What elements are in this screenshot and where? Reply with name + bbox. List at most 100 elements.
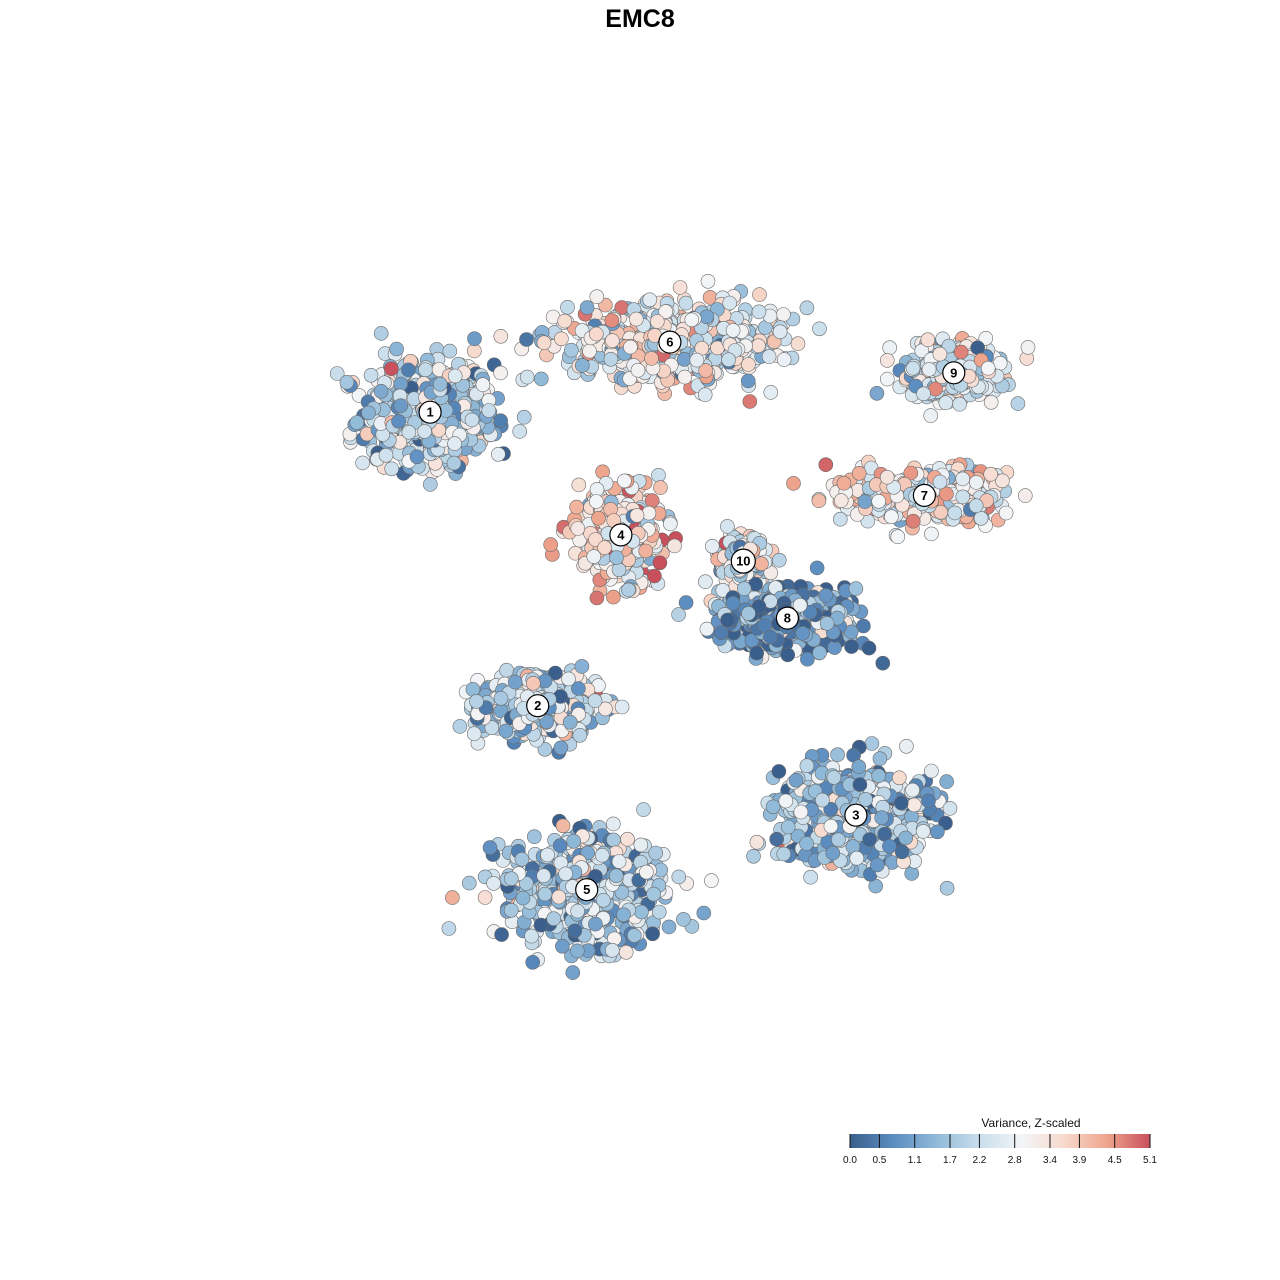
scatter-point xyxy=(475,377,491,393)
scatter-point xyxy=(653,480,668,495)
scatter-point xyxy=(651,467,666,483)
scatter-point xyxy=(571,477,587,493)
scatter-point xyxy=(355,455,370,471)
scatter-point xyxy=(812,645,827,661)
scatter-point xyxy=(579,300,595,315)
scatter-point xyxy=(540,847,555,863)
scatter-point xyxy=(557,313,573,329)
scatter-point xyxy=(697,387,713,403)
scatter-point xyxy=(678,295,694,311)
scatter-point xyxy=(525,954,541,970)
scatter-point xyxy=(809,560,825,576)
scatter-point xyxy=(848,581,864,596)
scatter-point xyxy=(856,618,871,634)
scatter-point xyxy=(536,335,552,351)
scatter-point xyxy=(1010,396,1026,411)
scatter-point xyxy=(644,493,660,508)
scatter-point xyxy=(893,795,909,811)
scatter-point xyxy=(749,834,765,850)
scatter-point xyxy=(771,764,787,779)
scatter-point xyxy=(939,774,955,789)
scatter-point xyxy=(486,876,501,891)
scatter-point xyxy=(572,727,588,743)
scatter-point xyxy=(672,280,688,295)
scatter-point xyxy=(667,538,682,554)
scatter-point xyxy=(851,759,867,775)
scatter-point xyxy=(676,912,691,927)
scatter-point xyxy=(799,836,814,851)
scatter-point xyxy=(968,475,984,490)
scatter-point xyxy=(736,581,752,597)
scatter-point xyxy=(588,326,604,342)
scatter-point xyxy=(565,965,581,980)
scatter-point xyxy=(466,343,482,359)
scatter-point xyxy=(546,911,562,927)
scatter-point xyxy=(742,394,758,409)
scatter-point xyxy=(533,371,549,387)
scatter-point xyxy=(409,449,425,465)
scatter-point xyxy=(947,505,963,521)
scatter-point xyxy=(818,588,834,603)
scatter-point xyxy=(516,409,532,425)
scatter-point xyxy=(464,412,480,428)
scatter-point xyxy=(857,494,873,509)
scatter-point xyxy=(851,465,867,481)
scatter-point xyxy=(648,845,664,861)
scatter-point xyxy=(621,582,636,598)
scatter-point xyxy=(700,273,716,289)
scatter-point xyxy=(646,886,661,902)
scatter-point xyxy=(611,854,627,869)
scatter-point xyxy=(1018,488,1033,503)
scatter-point xyxy=(609,550,624,565)
scatter-point xyxy=(872,751,888,767)
scatter-point xyxy=(752,287,767,302)
scatter-point xyxy=(589,590,605,606)
scatter-point xyxy=(536,868,552,884)
scatter-point xyxy=(582,343,597,359)
scatter-point xyxy=(363,367,379,383)
scatter-point xyxy=(442,343,458,359)
scatter-point xyxy=(626,928,642,943)
scatter-point xyxy=(645,926,660,942)
scatter-point xyxy=(574,358,590,373)
scatter-point xyxy=(939,880,955,896)
scatter-point xyxy=(499,662,514,678)
scatter-point xyxy=(832,511,848,527)
scatter-point xyxy=(461,875,477,891)
scatter-point xyxy=(905,513,921,529)
scatter-point xyxy=(749,645,765,661)
scatter-point xyxy=(561,671,576,687)
scatter-point xyxy=(570,521,586,536)
scatter-point xyxy=(493,365,508,381)
scatter-point xyxy=(921,793,936,809)
scatter-point xyxy=(467,331,482,347)
scatter-point xyxy=(618,944,634,960)
scatter-point xyxy=(812,321,827,337)
scatter-point xyxy=(761,349,777,364)
scatter-point xyxy=(519,369,535,385)
scatter-point xyxy=(629,508,645,523)
scatter-point xyxy=(452,719,468,734)
scatter-point xyxy=(493,328,509,344)
scatter-point xyxy=(836,475,852,491)
scatter-point xyxy=(662,516,678,532)
scatter-point xyxy=(869,857,885,873)
scatter-point xyxy=(677,369,693,385)
scatter-point xyxy=(564,342,579,358)
scatter-point xyxy=(861,640,877,656)
scatter-point xyxy=(422,477,438,492)
scatter-point xyxy=(552,838,568,853)
scatter-point xyxy=(923,408,939,423)
scatter-point xyxy=(642,292,658,308)
scatter-point xyxy=(401,362,416,378)
scatter-point xyxy=(942,801,958,816)
scatter-point xyxy=(776,846,792,862)
scatter-point xyxy=(953,344,969,360)
scatter-point xyxy=(890,529,906,545)
scatter-point xyxy=(875,655,891,671)
scatter-point xyxy=(678,595,694,610)
scatter-point xyxy=(494,927,509,942)
points-layer xyxy=(329,273,1036,980)
scatter-point xyxy=(827,640,842,655)
